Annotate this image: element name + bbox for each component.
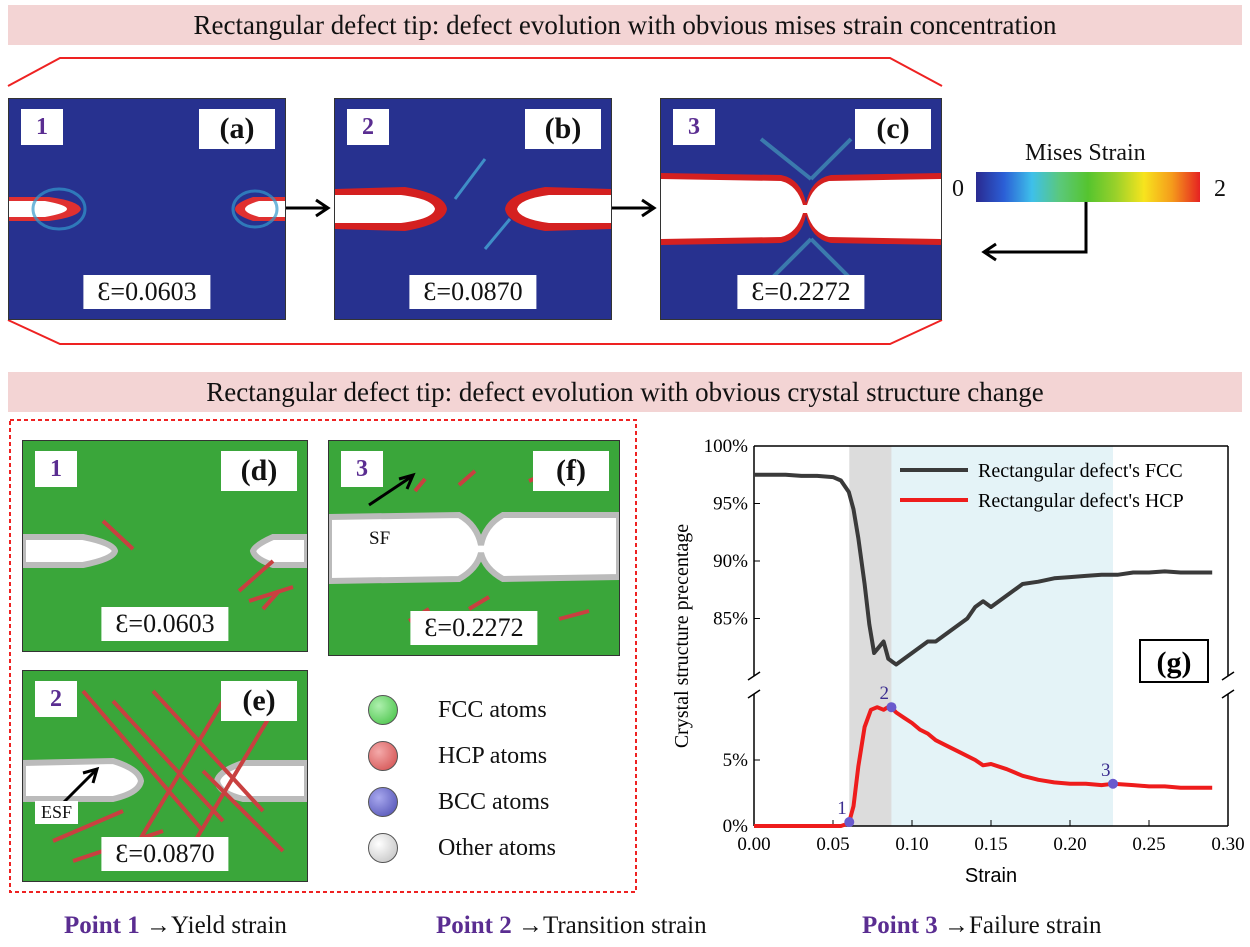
footer-point-2: Point 2 →Transition strain	[436, 912, 707, 940]
point-number: 3	[673, 109, 715, 145]
point-number: 1	[35, 451, 77, 487]
y-tick-label: 90%	[713, 551, 748, 572]
legend-label: Other atoms	[438, 834, 556, 861]
footer-point-label: Point 1	[64, 912, 140, 939]
point-marker	[844, 817, 855, 828]
point-number: 3	[341, 451, 383, 487]
series-line-fcc	[754, 472, 1213, 667]
colorbar	[976, 172, 1200, 202]
shaded-region-2	[891, 446, 1113, 826]
x-tick-label: 0.00	[737, 834, 770, 855]
x-tick-label: 0.05	[816, 834, 849, 855]
right-arrow-icon: →	[943, 912, 969, 939]
strain-panel-b: 2 (b) Ɛ=0.0870	[334, 98, 612, 320]
x-tick-label: 0.30	[1211, 834, 1244, 855]
atom-structure	[23, 519, 307, 611]
legend-swatch	[368, 695, 398, 725]
point-number: 2	[347, 109, 389, 145]
footer-point-text: Transition strain	[542, 912, 707, 939]
legend-hcp: HCP atoms	[368, 738, 547, 774]
right-arrow-icon: →	[517, 912, 543, 939]
axis-break-mark	[1221, 671, 1235, 681]
structure-panel-e: ESF 2 (e) Ɛ=0.0870	[22, 670, 308, 882]
series-line-hcp	[754, 703, 1213, 828]
y-tick-label: 85%	[713, 609, 748, 630]
panel-tag: (d)	[221, 451, 297, 491]
panel-tag: (c)	[855, 109, 931, 149]
y-axis-label: Crystal structure precentage	[671, 524, 693, 748]
x-tick-label: 0.15	[974, 834, 1007, 855]
esf-label: ESF	[35, 801, 79, 824]
x-tick-label: 0.10	[895, 834, 928, 855]
strain-panel-c: 3 (c) Ɛ=0.2272	[660, 98, 942, 320]
x-tick-label: 0.20	[1053, 834, 1086, 855]
structure-panel-d: 1 (d) Ɛ=0.0603	[22, 440, 308, 652]
strain-value: Ɛ=0.0870	[101, 837, 229, 871]
footer-point-label: Point 3	[862, 912, 938, 939]
footer-point-3: Point 3 →Failure strain	[862, 912, 1102, 940]
atom-structure	[23, 689, 307, 863]
legend-swatch	[368, 787, 398, 817]
legend-swatch	[368, 833, 398, 863]
right-arrow-icon: →	[145, 912, 171, 939]
footer-point-label: Point 2	[436, 912, 512, 939]
mid-banner: Rectangular defect tip: defect evolution…	[8, 372, 1242, 412]
strain-value: Ɛ=0.0603	[101, 607, 229, 641]
axis-break-mark	[747, 689, 761, 699]
y-tick-label: 5%	[723, 750, 749, 771]
y-tick-label: 100%	[704, 436, 749, 457]
legend-text: Rectangular defect's HCP	[978, 490, 1184, 512]
point-label: 2	[879, 683, 889, 704]
defect-shape	[9, 187, 285, 231]
structure-bracket	[9, 419, 637, 893]
defect-shape	[661, 137, 941, 281]
atom-structure	[329, 469, 619, 623]
axis-break-mark	[1221, 689, 1235, 699]
point-label: 1	[837, 798, 847, 819]
strain-value: Ɛ=0.0603	[83, 275, 211, 309]
strain-value: Ɛ=0.0870	[409, 275, 537, 309]
legend-other: Other atoms	[368, 830, 556, 866]
x-tick-label: 0.25	[1132, 834, 1165, 855]
y-tick-label: 0%	[723, 816, 749, 837]
footer-point-1: Point 1 →Yield strain	[64, 912, 287, 940]
defect-shape	[335, 158, 611, 250]
strain-value: Ɛ=0.2272	[737, 275, 865, 309]
colorbar-title: Mises Strain	[1025, 140, 1146, 166]
structure-panel-f: SF 3 (f) Ɛ=0.2272	[328, 440, 620, 656]
footer-point-text: Yield strain	[170, 912, 287, 939]
strain-value: Ɛ=0.2272	[410, 611, 538, 645]
x-axis-label: Strain	[965, 865, 1017, 887]
sf-label: SF	[369, 528, 391, 549]
point-marker	[886, 702, 897, 713]
axis-break-mark	[747, 671, 761, 681]
legend-fcc: FCC atoms	[368, 692, 547, 728]
point-marker	[1107, 778, 1118, 789]
colorbar-min: 0	[952, 176, 964, 202]
legend-swatch	[368, 741, 398, 771]
panel-tag: (a)	[199, 109, 275, 149]
y-tick-label: 95%	[713, 494, 748, 515]
legend-label: FCC atoms	[438, 696, 547, 723]
point-number: 1	[21, 109, 63, 145]
panel-tag: (f)	[533, 451, 609, 491]
panel-tag-box	[1139, 639, 1209, 683]
legend-text: Rectangular defect's FCC	[978, 460, 1183, 482]
footer-point-text: Failure strain	[968, 912, 1102, 939]
panel-tag: (e)	[221, 681, 297, 721]
legend-bcc: BCC atoms	[368, 784, 549, 820]
strain-panel-a: 1 (a) Ɛ=0.0603	[8, 98, 286, 320]
point-label: 3	[1101, 760, 1111, 781]
legend-label: HCP atoms	[438, 742, 548, 769]
colorbar-max: 2	[1214, 176, 1226, 202]
top-banner: Rectangular defect tip: defect evolution…	[8, 5, 1242, 45]
legend-label: BCC atoms	[438, 788, 550, 815]
panel-tag: (b)	[525, 109, 601, 149]
panel-tag: (g)	[1157, 646, 1192, 679]
point-number: 2	[35, 681, 77, 717]
